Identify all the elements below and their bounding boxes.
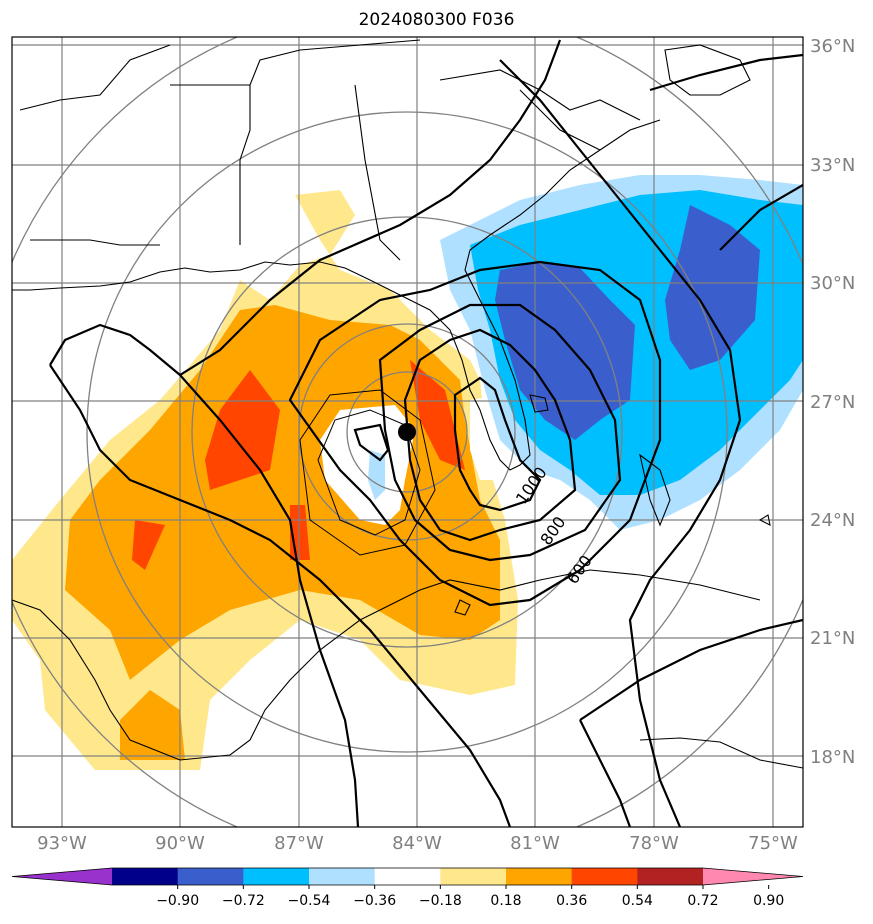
colorbar-tick-label: −0.18 — [419, 893, 462, 909]
lat-label: 18°N — [810, 747, 855, 768]
lon-label: 90°W — [155, 833, 205, 854]
colorbar-extend-high — [703, 868, 803, 885]
colorbar-tick-label: −0.72 — [222, 893, 265, 909]
lat-label: 30°N — [810, 273, 855, 294]
colorbar-tick-label: 0.36 — [556, 893, 587, 909]
colorbar-extend-low — [12, 868, 112, 885]
center-small-blue — [368, 450, 385, 500]
lon-label: 75°W — [748, 833, 798, 854]
colorbar-tick-label: 0.90 — [753, 893, 784, 909]
colorbar-segment — [571, 868, 638, 885]
map-area: 1000 800 600 — [12, 37, 803, 827]
colorbar-tick-label: −0.90 — [156, 893, 199, 909]
colorbar-segment — [440, 868, 507, 885]
lon-label: 93°W — [37, 833, 87, 854]
lat-label: 24°N — [810, 510, 855, 531]
lon-label: 78°W — [629, 833, 679, 854]
latitude-labels: 36°N 33°N 30°N 27°N 24°N 21°N 18°N — [810, 36, 855, 768]
longitude-labels: 93°W 90°W 87°W 84°W 81°W 78°W 75°W — [37, 833, 798, 854]
positive-shade-high-2 — [410, 360, 465, 470]
center-clear-zone — [320, 405, 415, 525]
colorbar: −0.90 −0.72 −0.54 −0.36 −0.18 0.18 0.36 0.54 0.7… — [11, 867, 804, 909]
colorbar-tick-label: 0.18 — [490, 893, 521, 909]
lat-label: 36°N — [810, 36, 855, 57]
colorbar-segment — [243, 868, 310, 885]
positive-shade-high-3 — [132, 520, 165, 570]
negative-shade-high-2 — [665, 205, 760, 370]
colorbar-segment — [374, 868, 441, 885]
lon-label: 87°W — [274, 833, 324, 854]
storm-center-marker — [398, 423, 416, 441]
lat-label: 33°N — [810, 155, 855, 176]
lon-label: 84°W — [392, 833, 442, 854]
colorbar-tick-label: 0.72 — [687, 893, 718, 909]
shaded-field — [12, 175, 803, 770]
colorbar-tick-label: −0.36 — [353, 893, 396, 909]
colorbar-outline — [11, 867, 804, 886]
colorbar-tick-label: −0.54 — [288, 893, 331, 909]
colorbar-segment — [637, 868, 704, 885]
coastlines — [12, 39, 803, 769]
range-rings — [12, 37, 803, 827]
positive-shade-high-1 — [205, 370, 280, 490]
lon-label: 81°W — [510, 833, 560, 854]
colorbar-tick-label: 0.54 — [622, 893, 653, 909]
colorbar-segment — [112, 868, 179, 885]
thin-contours — [299, 389, 436, 556]
colorbar-segment — [177, 868, 244, 885]
colorbar-segment — [309, 868, 376, 885]
thick-contours — [49, 39, 803, 827]
lat-label: 27°N — [810, 392, 855, 413]
colorbar-segment — [506, 868, 573, 885]
lat-label: 21°N — [810, 628, 855, 649]
map-frame — [11, 36, 804, 828]
contour-label-600: 600 — [563, 552, 596, 588]
map-title: 2024080300 F036 — [358, 10, 515, 30]
